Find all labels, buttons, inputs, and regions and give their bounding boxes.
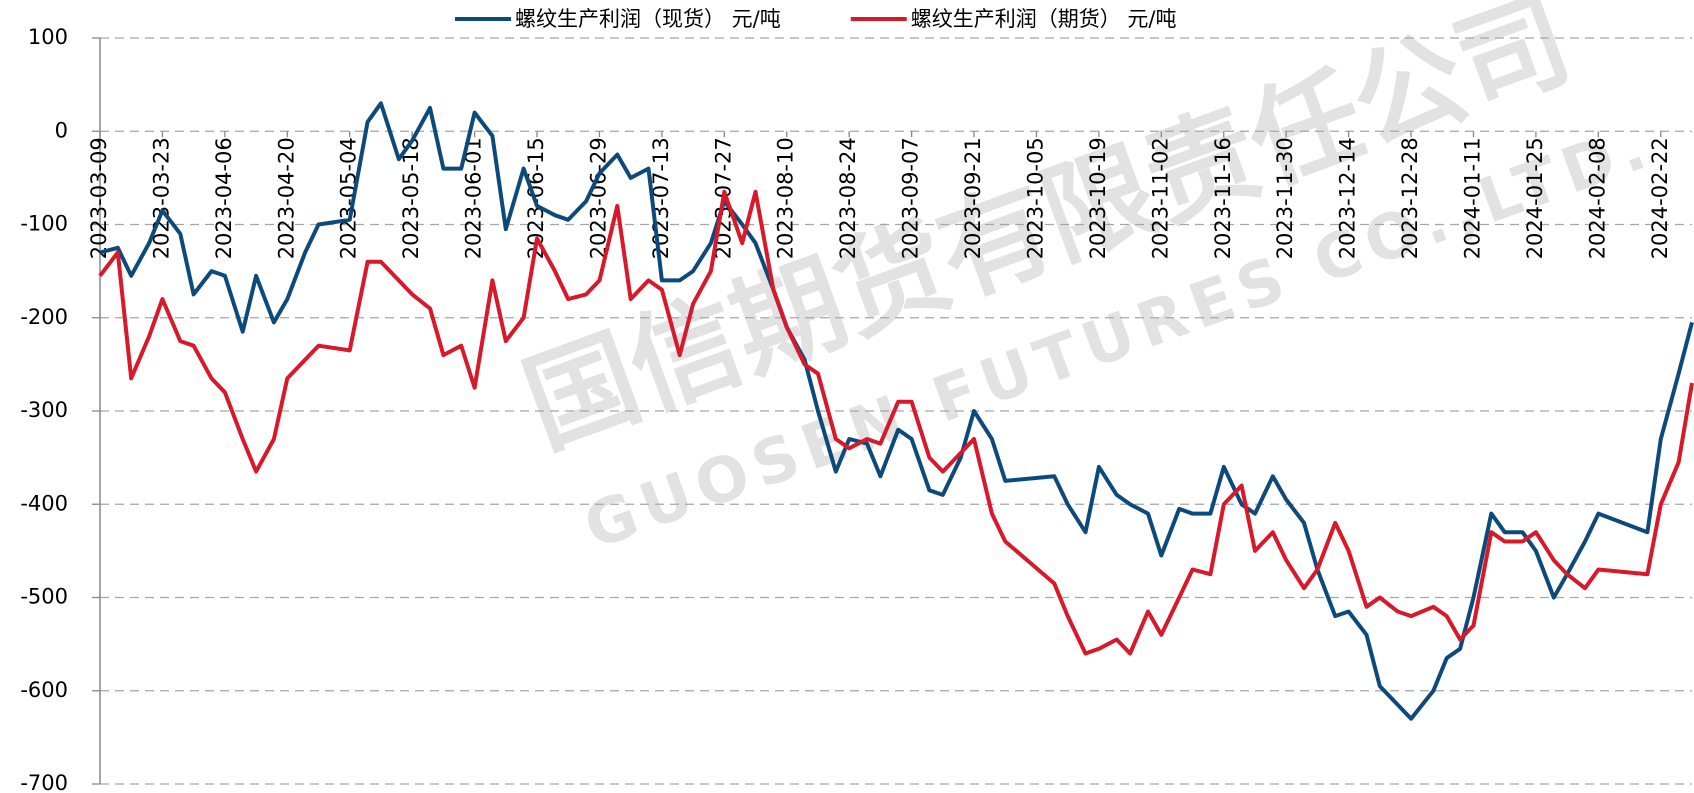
- x-tick-label: 2023-03-23: [149, 137, 173, 259]
- x-tick-label: 2024-01-11: [1460, 137, 1484, 259]
- y-tick-label: -500: [20, 585, 68, 609]
- x-tick-label: 2023-05-04: [337, 137, 361, 259]
- y-tick-label: -600: [20, 678, 68, 702]
- x-tick-label: 2023-03-09: [87, 137, 111, 259]
- series-line: [99, 101, 1694, 721]
- x-tick-label: 2023-12-14: [1336, 137, 1360, 259]
- legend-label: 螺纹生产利润（现货） 元/吨: [515, 7, 781, 31]
- legend-label: 螺纹生产利润（期货） 元/吨: [911, 7, 1177, 31]
- x-tick-label: 2023-09-21: [961, 137, 985, 259]
- x-tick-label: 2023-12-28: [1398, 137, 1422, 259]
- x-tick-label: 2023-11-30: [1273, 137, 1297, 259]
- x-tick-label: 2024-02-08: [1585, 137, 1609, 259]
- x-tick-label: 2023-04-20: [274, 137, 298, 259]
- series-line: [98, 189, 1694, 656]
- y-tick-label: 0: [55, 118, 68, 142]
- x-tick-label: 2023-04-06: [212, 137, 236, 259]
- y-tick-label: -100: [20, 212, 68, 236]
- x-tick-label: 2024-02-22: [1648, 137, 1672, 259]
- y-tick-label: -400: [20, 491, 68, 515]
- x-tick-label: 2023-09-07: [899, 137, 923, 259]
- y-tick-label: -300: [20, 398, 68, 422]
- x-tick-label: 2023-10-05: [1023, 137, 1047, 259]
- x-tick-label: 2023-08-24: [836, 137, 860, 259]
- x-tick-label: 2024-01-25: [1523, 137, 1547, 259]
- y-tick-label: 100: [28, 25, 68, 49]
- x-tick-label: 2023-05-18: [399, 137, 423, 259]
- x-tick-label: 2023-10-19: [1086, 137, 1110, 259]
- x-tick-label: 2023-11-02: [1148, 137, 1172, 259]
- x-tick-label: 2023-06-29: [586, 137, 610, 259]
- x-tick-label: 2023-11-16: [1211, 137, 1235, 259]
- y-tick-label: -700: [20, 771, 68, 793]
- y-tick-label: -200: [20, 305, 68, 329]
- x-tick-label: 2023-08-10: [774, 137, 798, 259]
